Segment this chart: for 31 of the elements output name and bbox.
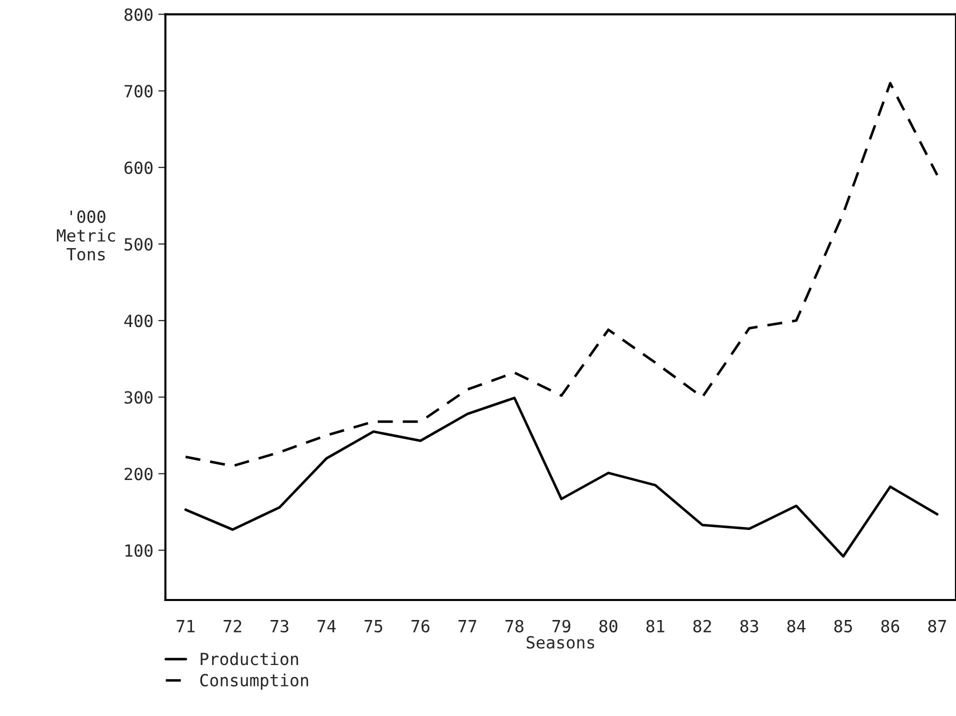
x-tick-label: 86 xyxy=(881,620,900,632)
x-tick-label: 76 xyxy=(412,620,430,632)
x-tick-label: 85 xyxy=(834,620,852,632)
y-tick-label: 600 xyxy=(124,161,152,174)
y-tick-label: 300 xyxy=(124,391,152,404)
x-tick-label: 87 xyxy=(928,620,946,632)
line-series xyxy=(184,82,938,468)
y-axis-title: '000 Metric Tons xyxy=(56,210,116,261)
x-tick-label: 84 xyxy=(787,620,806,632)
x-tick-label: 75 xyxy=(364,620,382,632)
x-tick-label: 73 xyxy=(270,620,288,632)
x-tick-label: 71 xyxy=(176,620,194,632)
y-tick-label: 400 xyxy=(124,314,152,328)
x-tick-label: 83 xyxy=(740,620,758,632)
x-tick-label: 74 xyxy=(318,620,336,632)
x-tick-label: 78 xyxy=(506,620,524,632)
legend-label: Consumption xyxy=(200,674,308,690)
x-tick-label: 72 xyxy=(224,620,242,632)
y-tick-label: 800 xyxy=(124,8,152,21)
x-tick-label: 80 xyxy=(599,620,618,632)
line-series xyxy=(184,396,938,558)
y-tick-label: 100 xyxy=(125,544,152,557)
y-tick-label: 700 xyxy=(124,84,152,98)
x-tick-label: 82 xyxy=(693,620,711,632)
x-axis-title: Seasons xyxy=(526,636,594,649)
x-tick-label: 81 xyxy=(646,620,664,632)
x-tick-label: 77 xyxy=(458,620,476,632)
x-tick-label: 79 xyxy=(552,620,570,632)
y-tick-label: 200 xyxy=(124,468,152,480)
legend-label: Production xyxy=(200,652,298,666)
y-tick-label: 500 xyxy=(124,238,152,251)
